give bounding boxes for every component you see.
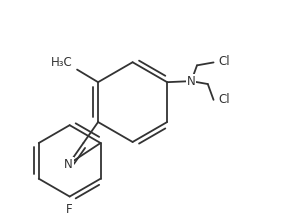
Text: N: N (187, 75, 196, 88)
Text: N: N (64, 158, 73, 171)
Text: Cl: Cl (219, 55, 230, 68)
Text: N: N (64, 158, 73, 171)
Text: F: F (66, 203, 73, 216)
Text: Cl: Cl (219, 93, 230, 106)
Text: H₃C: H₃C (51, 55, 73, 69)
